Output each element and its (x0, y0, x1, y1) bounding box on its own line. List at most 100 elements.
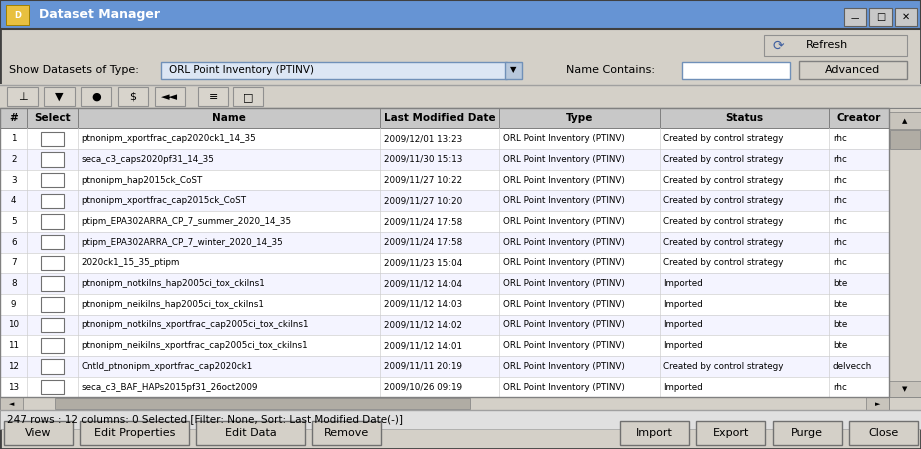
Bar (659, 108, 829, 128)
Text: bte: bte (833, 321, 847, 330)
Text: rhc: rhc (833, 196, 846, 205)
Text: Imported: Imported (663, 341, 703, 350)
Text: bte: bte (833, 279, 847, 288)
Bar (0, 211, 889, 232)
Text: 2009/11/11 20:19: 2009/11/11 20:19 (384, 362, 462, 371)
Text: 2009/10/26 09:19: 2009/10/26 09:19 (384, 383, 462, 392)
Text: Advanced: Advanced (825, 65, 880, 75)
Text: 2009/11/12 14:03: 2009/11/12 14:03 (384, 300, 462, 309)
Bar (0, 273, 889, 294)
Text: Created by control strategy: Created by control strategy (663, 134, 784, 143)
Text: Purge: Purge (791, 428, 823, 438)
Text: Imported: Imported (663, 279, 703, 288)
Bar (764, 35, 907, 56)
Bar (505, 62, 522, 79)
Bar (41, 339, 64, 353)
Bar (44, 87, 75, 106)
Bar (889, 381, 921, 397)
Text: ●: ● (91, 92, 101, 102)
Text: rhc: rhc (833, 217, 846, 226)
Text: 11: 11 (8, 341, 19, 350)
Bar (41, 276, 64, 291)
Text: Select: Select (34, 113, 71, 123)
Text: Created by control strategy: Created by control strategy (663, 238, 784, 247)
Text: 2009/11/12 14:01: 2009/11/12 14:01 (384, 341, 462, 350)
Bar (849, 421, 918, 445)
Bar (829, 108, 889, 128)
Text: ptnonipm_xportfrac_cap2015ck_CoST: ptnonipm_xportfrac_cap2015ck_CoST (82, 196, 247, 205)
Text: 2009/12/01 13:23: 2009/12/01 13:23 (384, 134, 462, 143)
Bar (4, 421, 73, 445)
Bar (41, 359, 64, 374)
Text: 2009/11/12 14:02: 2009/11/12 14:02 (384, 321, 462, 330)
Text: seca_c3_caps2020pf31_14_35: seca_c3_caps2020pf31_14_35 (82, 155, 215, 164)
Bar (312, 421, 381, 445)
Bar (198, 87, 228, 106)
Bar (0, 335, 889, 356)
Bar (0, 356, 889, 377)
Text: 2: 2 (11, 155, 17, 164)
Text: —: — (850, 14, 859, 23)
Text: ORL Point Inventory (PTINV): ORL Point Inventory (PTINV) (503, 300, 625, 309)
Text: delvecch: delvecch (833, 362, 872, 371)
Text: Created by control strategy: Created by control strategy (663, 176, 784, 185)
Text: bte: bte (833, 300, 847, 309)
Text: bte: bte (833, 341, 847, 350)
Text: ◄◄: ◄◄ (161, 92, 179, 102)
Bar (41, 194, 64, 208)
Bar (78, 108, 380, 128)
Bar (0, 397, 23, 410)
Bar (81, 87, 111, 106)
Bar (41, 214, 64, 229)
Text: Created by control strategy: Created by control strategy (663, 362, 784, 371)
Text: ORL Point Inventory (PTINV): ORL Point Inventory (PTINV) (503, 279, 625, 288)
Text: Name: Name (212, 113, 246, 123)
Text: □: □ (876, 12, 885, 22)
Text: ptnonipm_neikilns_xportfrac_cap2005ci_tox_ckilns1: ptnonipm_neikilns_xportfrac_cap2005ci_to… (82, 341, 309, 350)
Text: ►: ► (875, 401, 880, 407)
Text: Imported: Imported (663, 383, 703, 392)
Bar (0, 108, 889, 397)
Text: View: View (25, 428, 52, 438)
Bar (0, 84, 921, 108)
Bar (773, 421, 842, 445)
Text: ORL Point Inventory (PTINV): ORL Point Inventory (PTINV) (169, 65, 313, 75)
Text: Last Modified Date: Last Modified Date (384, 113, 495, 123)
Text: Creator: Creator (837, 113, 881, 123)
Bar (55, 398, 470, 409)
Bar (41, 132, 64, 146)
Text: ⟳: ⟳ (773, 38, 784, 53)
Text: 9: 9 (11, 300, 17, 309)
Text: Dataset Manager: Dataset Manager (39, 9, 159, 21)
Text: 2009/11/27 10:20: 2009/11/27 10:20 (384, 196, 462, 205)
Bar (41, 297, 64, 312)
Text: Edit Data: Edit Data (225, 428, 276, 438)
Text: ptipm_EPA302ARRA_CP_7_winter_2020_14_35: ptipm_EPA302ARRA_CP_7_winter_2020_14_35 (82, 238, 284, 247)
Text: ptnonipm_neikilns_hap2005ci_tox_ckilns1: ptnonipm_neikilns_hap2005ci_tox_ckilns1 (82, 300, 264, 309)
Text: ORL Point Inventory (PTINV): ORL Point Inventory (PTINV) (503, 321, 625, 330)
Text: ptipm_EPA302ARRA_CP_7_summer_2020_14_35: ptipm_EPA302ARRA_CP_7_summer_2020_14_35 (82, 217, 292, 226)
Bar (0, 410, 921, 429)
Text: rhc: rhc (833, 238, 846, 247)
Bar (0, 149, 889, 170)
Bar (0, 108, 28, 128)
Text: $: $ (130, 92, 136, 102)
Bar (41, 152, 64, 167)
Text: D: D (14, 11, 21, 20)
Text: 2020ck1_15_35_ptipm: 2020ck1_15_35_ptipm (82, 258, 180, 268)
Text: Type: Type (565, 113, 593, 123)
Text: 7: 7 (11, 258, 17, 268)
Text: 2009/11/30 15:13: 2009/11/30 15:13 (384, 155, 462, 164)
Bar (889, 112, 921, 129)
Bar (7, 87, 38, 106)
Bar (889, 108, 921, 397)
Bar (499, 108, 659, 128)
Bar (889, 397, 921, 410)
Text: ▼: ▼ (903, 386, 907, 392)
Bar (0, 397, 889, 410)
Text: Created by control strategy: Created by control strategy (663, 196, 784, 205)
Text: ptnonipm_notkilns_xportfrac_cap2005ci_tox_ckilns1: ptnonipm_notkilns_xportfrac_cap2005ci_to… (82, 321, 309, 330)
Bar (41, 235, 64, 250)
Text: rhc: rhc (833, 155, 846, 164)
Text: 2009/11/24 17:58: 2009/11/24 17:58 (384, 238, 462, 247)
